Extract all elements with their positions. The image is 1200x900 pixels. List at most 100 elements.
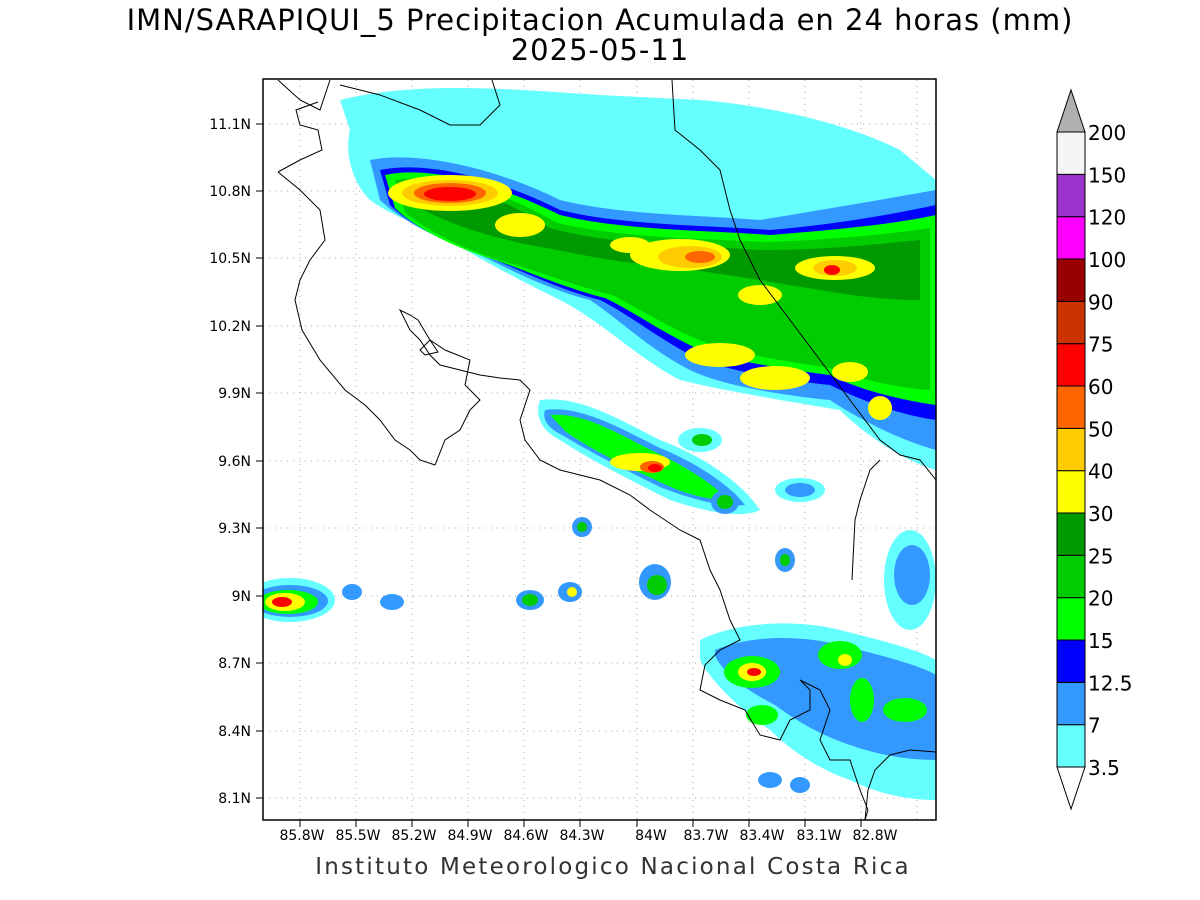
cell-f-in — [577, 522, 587, 532]
lon-label: 84.9W — [447, 828, 492, 844]
rain-east-7 — [894, 545, 930, 605]
cell-g-in — [717, 495, 733, 509]
map-date: 2025-05-11 — [510, 33, 690, 67]
colorbar-label: 40 — [1088, 460, 1113, 484]
colorbar-box — [1056, 554, 1086, 599]
colorbar-box — [1056, 258, 1086, 302]
footer-credit: Instituto Meteorologico Nacional Costa R… — [315, 854, 911, 880]
colorbar-box — [1056, 470, 1086, 514]
rain-south-30-b — [838, 654, 852, 666]
core-30-h — [868, 396, 892, 420]
lon-label: 85.8W — [279, 828, 324, 844]
colorbar-label: 90 — [1088, 290, 1113, 314]
colorbar-label: 30 — [1088, 502, 1113, 526]
rain-south-15-d — [850, 678, 874, 722]
core-30-f — [740, 366, 810, 390]
colorbar-box — [1056, 173, 1086, 218]
core-30-j — [610, 237, 650, 253]
colorbar-label: 150 — [1088, 163, 1126, 187]
coastlines-borders — [277, 79, 936, 820]
lon-label: 84.3W — [559, 828, 604, 844]
colorbar-top-arrow — [1056, 88, 1086, 133]
colorbar-label: 12.5 — [1088, 671, 1133, 695]
lat-ticks — [256, 123, 263, 799]
colorbar-box — [1056, 639, 1086, 683]
colorbar-bottom-arrow — [1056, 766, 1086, 811]
colorbar-label: 120 — [1088, 206, 1126, 230]
colorbar-box — [1056, 427, 1086, 472]
cell-h-in — [780, 554, 790, 566]
colorbar-label: 25 — [1088, 544, 1113, 568]
cell-i-in — [785, 483, 815, 497]
lat-label: 8.7N — [218, 656, 251, 672]
colorbar-box — [1056, 597, 1086, 641]
rain-south-15-c — [883, 698, 927, 722]
colorbar-box — [1056, 300, 1086, 345]
colorbar-label: 60 — [1088, 375, 1113, 399]
core-50-b — [685, 251, 715, 263]
lon-label: 83.4W — [739, 828, 784, 844]
cell-west-60 — [272, 597, 292, 607]
colorbar-label: 200 — [1088, 121, 1126, 145]
colorbar: 3.5 7 12.5 15 20 25 30 40 50 60 75 90 100 120 150 200 — [1056, 88, 1133, 811]
colorbar-box — [1056, 724, 1086, 768]
core-30-b — [495, 213, 545, 237]
lon-label: 83.1W — [796, 828, 841, 844]
lat-label: 10.8N — [209, 184, 251, 200]
lat-label: 9.9N — [218, 386, 251, 402]
lon-label: 85.5W — [335, 828, 380, 844]
cell-a — [342, 584, 362, 600]
cell-e-in — [647, 575, 667, 595]
lon-label: 82.8W — [852, 828, 897, 844]
lat-label: 10.5N — [209, 251, 251, 267]
colorbar-label: 100 — [1088, 248, 1126, 272]
colorbar-box — [1056, 131, 1086, 175]
colorbar-box — [1056, 681, 1086, 726]
core-30-g — [832, 362, 868, 382]
colorbar-label: 15 — [1088, 629, 1113, 653]
cell-d-in — [567, 587, 577, 597]
colorbar-label: 7 — [1088, 714, 1101, 738]
cell-c-in — [522, 594, 538, 606]
colorbar-label: 75 — [1088, 333, 1113, 357]
lat-labels: 11.1N 10.8N 10.5N 10.2N 9.9N 9.6N 9.3N 9… — [209, 117, 251, 807]
rain-band-north-25 — [410, 184, 920, 300]
precipitation-field — [263, 88, 936, 800]
core-60-a — [424, 187, 476, 201]
lat-label: 9.3N — [218, 521, 251, 537]
rain-south-15-e — [746, 705, 778, 725]
lat-label: 9.6N — [218, 454, 251, 470]
core-central-60 — [648, 464, 662, 472]
lat-label: 10.2N — [209, 319, 251, 335]
rain-south-15-b — [818, 641, 862, 669]
lat-label: 11.1N — [209, 117, 251, 133]
colorbar-labels: 3.5 7 12.5 15 20 25 30 40 50 60 75 90 100 120 150 200 — [1088, 121, 1133, 780]
rain-south-60-a — [747, 668, 761, 676]
colorbar-boxes — [1056, 131, 1086, 768]
lon-label: 84.6W — [503, 828, 548, 844]
lon-labels: 85.8W 85.5W 85.2W 84.9W 84.6W 84.3W 84W … — [279, 828, 897, 844]
colorbar-box — [1056, 216, 1086, 260]
lon-ticks — [299, 820, 862, 827]
lon-label: 85.2W — [391, 828, 436, 844]
colorbar-box — [1056, 343, 1086, 387]
cell-b — [380, 594, 404, 610]
lat-label: 8.1N — [218, 791, 251, 807]
core-30-e — [685, 343, 755, 367]
colorbar-box — [1056, 512, 1086, 556]
colorbar-label: 3.5 — [1088, 756, 1120, 780]
plot-frame — [262, 78, 937, 821]
rain-south-cell — [758, 772, 782, 788]
colorbar-box — [1056, 385, 1086, 429]
lon-label: 83.7W — [683, 828, 728, 844]
core-30-i — [738, 285, 782, 305]
core-60-b — [824, 265, 840, 275]
colorbar-label: 20 — [1088, 587, 1113, 611]
rain-south-cell-2 — [790, 777, 810, 793]
lat-label: 9N — [232, 589, 251, 605]
colorbar-label: 50 — [1088, 417, 1113, 441]
map-title: IMN/SARAPIQUI_5 Precipitacion Acumulada … — [126, 3, 1074, 37]
lon-label: 84W — [635, 828, 667, 844]
lat-label: 8.4N — [218, 724, 251, 740]
